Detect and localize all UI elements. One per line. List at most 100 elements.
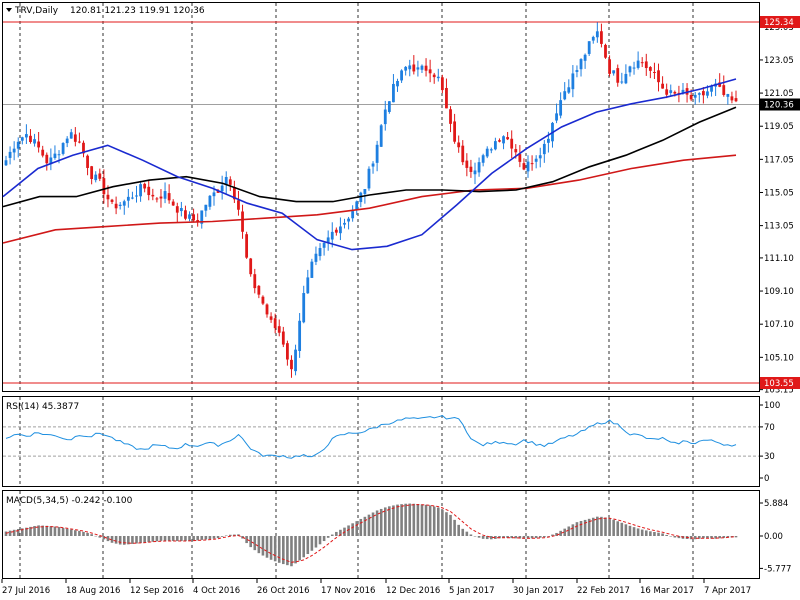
candle-body — [45, 154, 49, 164]
candle-body — [98, 173, 102, 179]
y-tick-label: 103.15 — [764, 386, 794, 396]
x-tick-label: 22 Feb 2017 — [577, 586, 630, 596]
candle-body — [257, 285, 261, 295]
x-tick-label: 18 Aug 2016 — [66, 586, 120, 596]
candle-body — [420, 65, 424, 70]
candle-body — [314, 253, 318, 262]
candle-body — [555, 113, 558, 121]
candle-body — [726, 94, 730, 97]
candle-body — [559, 100, 563, 116]
price-panel[interactable] — [2, 2, 760, 392]
candle-body — [408, 65, 412, 70]
y-tick-label: 121.05 — [764, 89, 794, 99]
y-tick-label: 115.05 — [764, 188, 794, 198]
candle-body — [493, 141, 497, 150]
chart-menu-triangle-icon[interactable] — [6, 8, 12, 12]
candle-body — [697, 93, 701, 95]
macd-bar — [277, 536, 281, 563]
macd-bar — [290, 536, 293, 567]
candle-body — [167, 193, 171, 201]
candle-body — [351, 211, 355, 219]
macd-bar — [718, 536, 721, 539]
macd-bar — [416, 503, 420, 536]
macd-bar — [522, 536, 526, 539]
candle-body — [216, 190, 220, 193]
macd-bar — [273, 536, 277, 562]
macd-bar — [196, 536, 199, 541]
candle-body — [310, 261, 314, 278]
candle-body — [122, 201, 126, 206]
macd-bar — [620, 522, 624, 536]
macd-bar — [547, 536, 550, 537]
candle-body — [253, 274, 257, 289]
candle-body — [65, 138, 69, 144]
macd-bar — [339, 529, 342, 536]
macd-bar — [8, 530, 12, 536]
candle-body — [82, 142, 85, 154]
rsi-panel[interactable] — [2, 396, 760, 487]
macd-bar — [436, 507, 440, 536]
macd-bar — [673, 536, 677, 538]
candle-body — [632, 67, 636, 69]
ohlc-readout: 120.81 121.23 119.91 120.36 — [70, 6, 205, 16]
macd-bar — [167, 536, 171, 541]
price-series — [2, 21, 759, 384]
macd-bar — [322, 536, 326, 542]
candle-body — [241, 211, 244, 232]
macd-bar — [706, 536, 709, 539]
candle-body — [339, 226, 342, 234]
candle-body — [155, 198, 159, 200]
candle-body — [563, 91, 567, 100]
macd-panel[interactable] — [2, 490, 760, 579]
candle-body — [485, 148, 489, 157]
macd-bar — [257, 536, 261, 554]
candle-body — [502, 136, 505, 144]
candle-body — [673, 91, 677, 94]
candle-body — [424, 65, 428, 71]
x-tick-label: 17 Nov 2016 — [321, 586, 375, 596]
macd-bar — [355, 521, 359, 536]
macd-bar — [506, 536, 509, 538]
candle-body — [49, 157, 53, 165]
candle-body — [506, 137, 510, 140]
macd-bar — [233, 534, 236, 536]
candle-body — [436, 76, 440, 79]
macd-bar — [314, 536, 318, 548]
macd-bar — [298, 536, 301, 561]
macd-label: MACD(5,34,5) -0.242 -0.100 — [6, 496, 133, 506]
candle-body — [200, 210, 204, 224]
x-tick-label: 27 Jul 2016 — [2, 586, 50, 596]
macd-bar — [98, 536, 102, 538]
macd-bar — [636, 528, 640, 536]
candle-body — [224, 176, 228, 185]
macd-bar — [294, 536, 297, 564]
candle-body — [265, 304, 269, 315]
candle-body — [33, 139, 36, 144]
candle-body — [273, 318, 277, 329]
candle-body — [175, 206, 179, 213]
macd-bar — [530, 536, 534, 539]
candle-body — [298, 320, 302, 351]
macd-bar — [359, 518, 363, 536]
candle-body — [367, 168, 371, 189]
candle-body — [196, 219, 200, 222]
candle-body — [718, 82, 722, 87]
macd-bar — [649, 531, 652, 536]
macd-bar — [249, 536, 252, 548]
rsi-label: RSI(14) 45.3877 — [6, 402, 79, 412]
candle-body — [404, 66, 408, 71]
candle-body — [220, 185, 224, 192]
macd-bar — [184, 536, 187, 542]
candle-body — [171, 201, 175, 206]
candle-body — [53, 153, 57, 159]
candle-body — [41, 149, 45, 156]
macd-bar — [392, 505, 395, 536]
macd-bar — [57, 527, 61, 536]
macd-bar — [351, 523, 354, 536]
macd-bar — [131, 536, 134, 544]
macd-bar — [604, 517, 607, 536]
macd-bar — [510, 536, 513, 539]
macd-bar — [412, 503, 416, 536]
macd-bar — [188, 536, 191, 541]
